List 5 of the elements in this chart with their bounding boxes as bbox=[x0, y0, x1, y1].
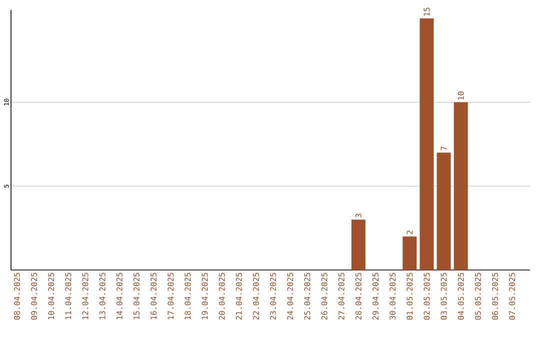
bar bbox=[420, 18, 434, 270]
bar bbox=[351, 220, 366, 270]
bar bbox=[454, 102, 468, 270]
bar bbox=[436, 152, 451, 270]
bar bbox=[402, 236, 417, 270]
